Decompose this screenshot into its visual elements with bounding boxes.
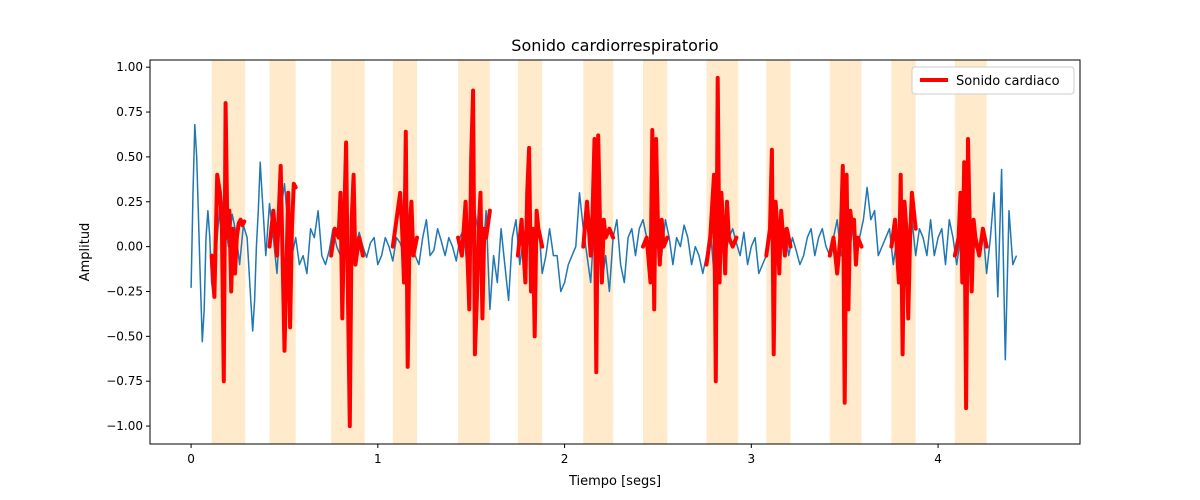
x-tick-label-3: 3 xyxy=(748,452,756,466)
legend-box xyxy=(911,66,1075,95)
plot-frame xyxy=(149,59,1081,445)
x-tick-label-4: 4 xyxy=(934,452,942,466)
y-tick-label-8: 1.00 xyxy=(116,60,143,74)
heart-sound-segment-12 xyxy=(889,172,918,357)
heart-sound-segment-5 xyxy=(456,88,492,357)
y-tick-label-1: −0.75 xyxy=(106,374,143,388)
y-axis-label: Amplitud xyxy=(78,223,93,282)
y-tick-label-6: 0.50 xyxy=(116,150,143,164)
x-axis-ticks: 0 1 2 3 4 xyxy=(187,444,942,466)
heart-sound-segment-1 xyxy=(209,101,247,384)
y-tick-label-2: −0.50 xyxy=(106,329,143,343)
heart-sound-segment-6 xyxy=(515,145,545,339)
y-tick-label-0: −1.00 xyxy=(106,419,143,433)
heart-sound-segment-8 xyxy=(641,128,670,312)
x-tick-label-1: 1 xyxy=(374,452,382,466)
heart-sound-segment-2 xyxy=(267,163,298,353)
heart-sound-segment-7 xyxy=(581,133,616,375)
heart-sound-segment-9 xyxy=(704,75,739,384)
x-tick-label-0: 0 xyxy=(187,452,195,466)
y-tick-label-3: −0.25 xyxy=(106,284,143,298)
x-tick-label-2: 2 xyxy=(561,452,569,466)
legend-label-sonido-cardiaco: Sonido cardiaco xyxy=(956,74,1060,89)
y-tick-label-7: 0.75 xyxy=(116,105,143,119)
y-tick-label-5: 0.25 xyxy=(116,195,143,209)
heart-sound-segment-4 xyxy=(390,129,419,369)
heart-sound-segment-13 xyxy=(952,137,989,411)
heart-sound-segment-10 xyxy=(764,147,793,357)
y-tick-label-4: 0.00 xyxy=(116,240,143,254)
legend: Sonido cardiaco xyxy=(911,66,1075,95)
x-axis-label: Tiempo [segs] xyxy=(568,474,661,489)
series-lines xyxy=(190,75,1018,429)
respiratory-signal-line xyxy=(190,123,1018,361)
heart-sound-segment-11 xyxy=(827,163,864,405)
heart-sound-segment-3 xyxy=(329,140,365,429)
chart-title: Sonido cardiorrespiratorio xyxy=(511,36,718,55)
y-axis-ticks: −1.00 −0.75 −0.50 −0.25 0.00 0.25 0.50 0.75 1.00 xyxy=(106,60,150,433)
